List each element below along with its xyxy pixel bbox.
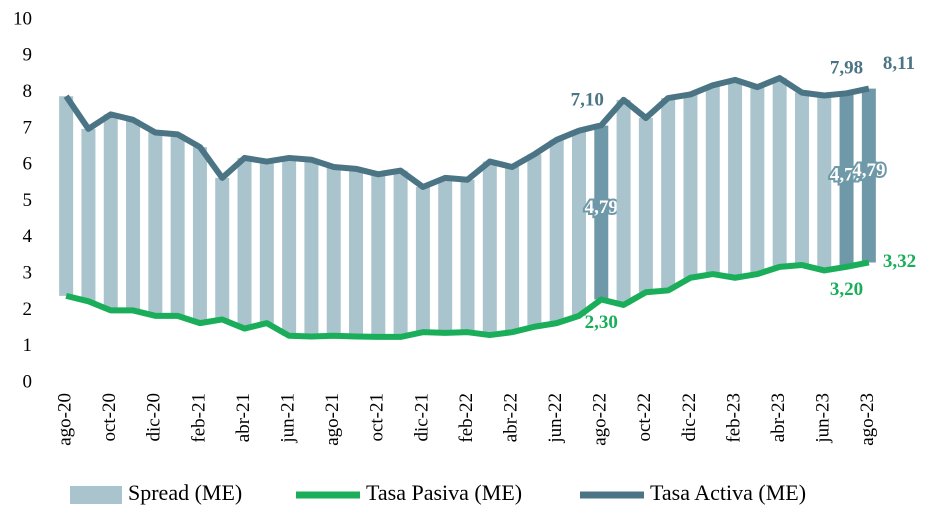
bar (616, 99, 631, 305)
line-value-label: 3,20 (830, 279, 863, 300)
bar (861, 88, 876, 263)
x-tick-label: ago-23 (857, 393, 878, 446)
x-tick-label: feb-22 (456, 393, 477, 443)
bar (683, 94, 698, 278)
y-tick-label: 5 (23, 190, 33, 211)
bar (148, 132, 163, 316)
bar-value-label: 4,79 (852, 160, 885, 181)
bar (794, 92, 809, 266)
line-value-label: 2,30 (585, 312, 618, 333)
line (65, 259, 870, 340)
bar (126, 119, 141, 311)
bar (215, 177, 230, 320)
bar (326, 167, 341, 336)
y-tick-label: 0 (23, 371, 33, 392)
legend-swatch (70, 486, 122, 504)
bar (438, 177, 453, 333)
x-tick-label: oct-21 (367, 393, 388, 442)
bar (571, 130, 586, 316)
x-tick-label: abr-21 (233, 393, 254, 442)
bar (282, 157, 297, 336)
x-tick-label: ago-22 (590, 393, 611, 446)
y-tick-label: 6 (23, 154, 33, 175)
x-tick-label: feb-23 (723, 393, 744, 443)
x-tick-label: dic-21 (411, 393, 432, 442)
bar (349, 168, 364, 337)
legend-label: Tasa Activa (ME) (650, 480, 806, 505)
bar-value-label: 4,77 (830, 165, 864, 186)
x-tick-label: jun-23 (813, 393, 834, 444)
x-tick-label: feb-21 (188, 393, 209, 443)
x-tick-label: abr-23 (768, 393, 789, 442)
bar (415, 186, 430, 333)
bar (661, 98, 676, 291)
y-tick-label: 9 (23, 45, 33, 66)
x-tick-label: oct-20 (99, 393, 120, 442)
bar (304, 159, 319, 337)
bar (817, 95, 832, 271)
bar (371, 174, 386, 337)
x-tick-label: oct-22 (634, 393, 655, 442)
bar (170, 134, 185, 316)
x-tick-label: dic-22 (679, 393, 700, 442)
x-tick-label: ago-21 (322, 393, 343, 446)
legend-label: Spread (ME) (128, 480, 242, 505)
bar (705, 85, 720, 275)
bar (103, 114, 118, 311)
y-tick-label: 8 (23, 81, 33, 102)
bar (192, 147, 207, 324)
x-tick-label: jun-21 (277, 393, 298, 444)
bar (772, 78, 787, 267)
bar-value-label: 4,79 (585, 197, 618, 218)
line-value-label: 8,11 (883, 53, 915, 74)
bar (638, 118, 653, 293)
bar (393, 170, 408, 337)
x-tick-label: jun-22 (545, 393, 566, 444)
line (63, 75, 870, 190)
line-value-label: 7,10 (571, 90, 604, 111)
y-tick-label: 10 (13, 8, 32, 29)
bar (549, 139, 564, 324)
y-tick-label: 3 (23, 262, 33, 283)
line-value-label: 3,32 (883, 251, 916, 272)
y-tick-label: 4 (23, 226, 33, 247)
bar (728, 79, 743, 278)
y-tick-label: 7 (23, 117, 33, 138)
bar (839, 93, 854, 267)
legend-label: Tasa Pasiva (ME) (366, 480, 522, 505)
bar (237, 157, 252, 329)
bar (505, 167, 520, 333)
bar (259, 161, 274, 324)
bar (527, 154, 542, 327)
y-tick-label: 2 (23, 299, 33, 320)
bar (81, 128, 96, 302)
x-tick-label: dic-20 (144, 393, 165, 442)
x-tick-label: ago-20 (55, 393, 76, 446)
x-tick-label: abr-22 (500, 393, 521, 442)
line-value-label: 7,98 (830, 58, 863, 79)
bar (460, 179, 475, 333)
bar (750, 87, 765, 275)
bar (482, 161, 497, 336)
bar (59, 96, 74, 296)
y-tick-label: 1 (23, 335, 33, 356)
bar (594, 125, 609, 300)
